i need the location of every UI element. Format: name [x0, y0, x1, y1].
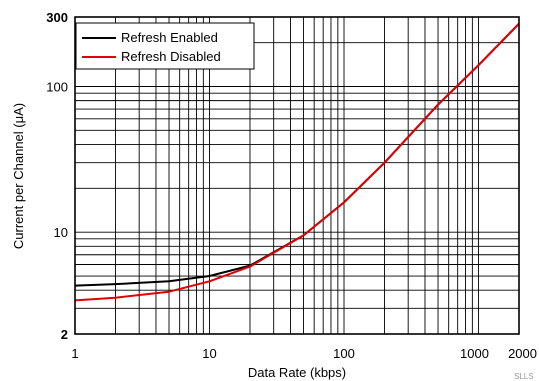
- legend-label-refresh-disabled: Refresh Disabled: [121, 49, 221, 64]
- x-tick-label: 2000: [508, 346, 537, 361]
- grid: [75, 17, 519, 334]
- series-layer: [74, 23, 520, 302]
- corner-note: SLLS: [514, 372, 534, 381]
- x-tick-label: 1000: [460, 346, 489, 361]
- legend: Refresh Enabled Refresh Disabled: [75, 22, 255, 70]
- x-tick-label: 1: [71, 346, 78, 361]
- legend-label-refresh-enabled: Refresh Enabled: [121, 30, 218, 45]
- x-tick-label: 100: [333, 346, 355, 361]
- tick-labels: 1 10 100 1000 2000 2 10 100 300: [46, 10, 537, 361]
- y-tick-label: 2: [61, 327, 68, 342]
- x-tick-label: 10: [202, 346, 216, 361]
- legend-box: [75, 22, 255, 70]
- y-tick-label: 100: [46, 80, 68, 95]
- x-axis-label: Data Rate (kbps): [248, 365, 346, 380]
- series-line-refresh-disabled: [74, 23, 520, 302]
- y-tick-label: 10: [54, 225, 68, 240]
- y-axis-label: Current per Channel (μA): [11, 103, 26, 249]
- y-tick-label: 300: [46, 10, 68, 25]
- plot-frame: [74, 16, 520, 335]
